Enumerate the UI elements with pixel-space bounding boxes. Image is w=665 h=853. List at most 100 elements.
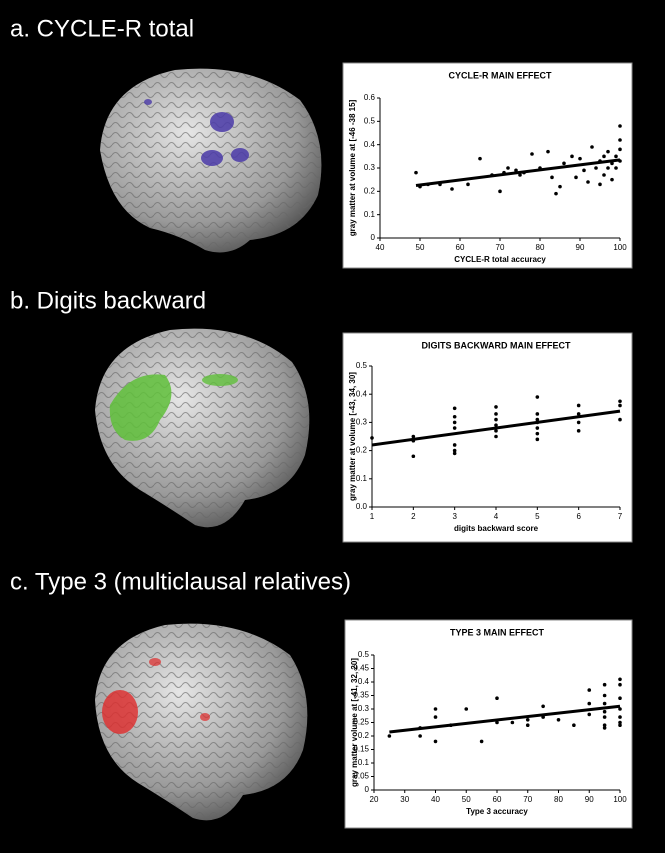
- point: [602, 715, 607, 719]
- point: [587, 688, 592, 692]
- point: [618, 682, 622, 687]
- point: [535, 437, 540, 442]
- y-tick-label: 0.2: [364, 186, 376, 195]
- y-axis-label: gray matter at volume at [-46 -38 15]: [348, 99, 357, 236]
- point: [554, 191, 558, 196]
- point: [494, 412, 498, 416]
- point: [433, 739, 438, 744]
- point: [618, 403, 622, 408]
- point: [525, 723, 530, 727]
- point: [618, 715, 622, 719]
- point: [558, 184, 562, 189]
- y-axis-label: gray matter volume at [-41, 32, 20]: [350, 658, 359, 787]
- x-tick-label: 4: [494, 512, 499, 521]
- y-tick-label: 0.6: [364, 93, 376, 102]
- x-tick-label: 5: [535, 512, 540, 521]
- point: [550, 175, 554, 180]
- point: [495, 720, 499, 725]
- chart-box: [342, 62, 633, 269]
- y-tick-label: 0.5: [364, 116, 376, 125]
- x-tick-label: 1: [370, 512, 375, 521]
- point: [450, 187, 454, 191]
- point: [452, 420, 457, 425]
- y-tick-label: 0.1: [358, 758, 370, 767]
- point: [452, 414, 457, 419]
- y-tick-label: 0.3: [364, 163, 376, 172]
- brain-b: [95, 328, 310, 528]
- panel-title: a. CYCLE-R total: [10, 15, 194, 42]
- panel-title: b. Digits backward: [10, 287, 206, 314]
- y-tick-label: 0.5: [356, 361, 368, 370]
- point: [510, 720, 515, 725]
- point: [602, 173, 606, 177]
- point: [414, 170, 418, 175]
- point: [530, 152, 534, 156]
- y-tick-label: 0.1: [364, 210, 376, 219]
- y-tick-label: 0.1: [356, 474, 368, 483]
- point: [610, 177, 614, 182]
- point: [452, 426, 457, 430]
- point: [602, 701, 607, 706]
- x-tick-label: 7: [618, 512, 623, 521]
- point: [618, 124, 622, 128]
- point: [587, 712, 592, 717]
- x-tick-label: 70: [523, 795, 532, 804]
- x-tick-label: 100: [613, 795, 627, 804]
- point: [452, 451, 457, 456]
- y-tick-label: 0.35: [353, 691, 369, 700]
- point: [535, 395, 540, 399]
- trend-line: [415, 158, 621, 187]
- x-tick-label: 50: [416, 243, 425, 252]
- y-tick-label: 0.2: [356, 446, 368, 455]
- x-tick-label: 50: [462, 795, 471, 804]
- point: [594, 166, 598, 170]
- point: [546, 149, 550, 154]
- point: [479, 739, 484, 744]
- point: [598, 182, 602, 187]
- x-tick-label: 80: [536, 243, 545, 252]
- point: [574, 175, 578, 180]
- point: [494, 417, 498, 422]
- x-tick-label: 20: [370, 795, 379, 804]
- x-tick-label: 6: [576, 512, 581, 521]
- point: [494, 423, 498, 428]
- y-tick-label: 0.3: [358, 704, 370, 713]
- point: [576, 420, 581, 425]
- trend-line: [389, 704, 621, 734]
- point: [576, 403, 581, 408]
- point: [466, 182, 470, 187]
- point: [506, 166, 510, 170]
- point: [602, 682, 607, 687]
- y-tick-label: 0.4: [356, 389, 368, 398]
- point: [535, 426, 540, 430]
- brain-a: [100, 68, 322, 253]
- point: [387, 734, 392, 738]
- point: [602, 154, 606, 159]
- point: [614, 166, 618, 170]
- point: [556, 718, 561, 722]
- point: [618, 677, 622, 682]
- point: [618, 147, 622, 152]
- x-tick-label: 3: [452, 512, 457, 521]
- point: [464, 707, 469, 711]
- x-tick-label: 40: [376, 243, 385, 252]
- x-tick-label: 100: [613, 243, 627, 252]
- point: [576, 429, 581, 433]
- point: [570, 154, 574, 159]
- y-tick-label: 0.05: [353, 772, 369, 781]
- panel-title: c. Type 3 (multiclausal relatives): [10, 568, 351, 595]
- point: [578, 156, 582, 161]
- point: [618, 417, 622, 422]
- x-axis-label: digits backward score: [454, 524, 539, 533]
- point: [433, 707, 438, 711]
- point: [602, 726, 607, 730]
- point: [535, 412, 540, 416]
- point: [495, 696, 499, 700]
- x-axis-label: CYCLE-R total accuracy: [454, 255, 546, 264]
- point: [572, 723, 576, 727]
- point: [614, 154, 618, 159]
- y-tick-label: 0.25: [353, 718, 369, 727]
- point: [494, 405, 498, 409]
